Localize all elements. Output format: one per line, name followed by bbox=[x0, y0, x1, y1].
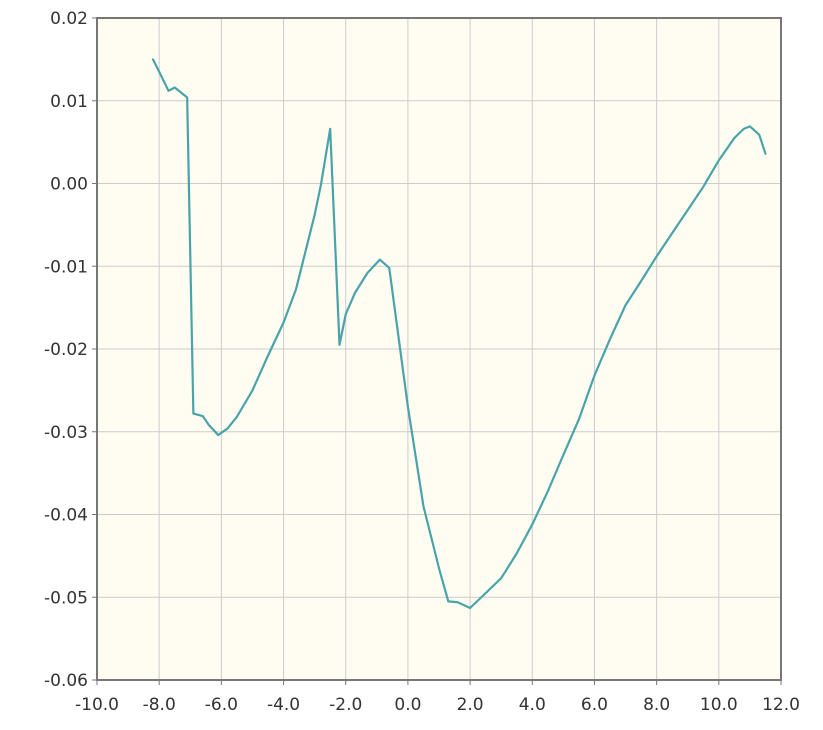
x-tick-label: 2.0 bbox=[457, 695, 484, 715]
x-tick-label: 10.0 bbox=[700, 695, 738, 715]
x-tick-label: 4.0 bbox=[519, 695, 546, 715]
y-tick-label: -0.04 bbox=[44, 506, 88, 526]
x-tick-label: -4.0 bbox=[267, 695, 300, 715]
x-tick-label: 8.0 bbox=[643, 695, 670, 715]
y-axis-ticks: 0.02 0.01 0.00 -0.01 -0.02 -0.03 -0.04 -0.05 -0.… bbox=[44, 9, 97, 691]
y-tick-label: 0.01 bbox=[50, 92, 88, 112]
x-axis-ticks: -10.0 -8.0 -6.0 -4.0 -2.0 0.0 2.0 4.0 6.0 8.0 10.0… bbox=[75, 680, 800, 715]
x-tick-label: 0.0 bbox=[394, 695, 421, 715]
series-layer bbox=[151, 58, 767, 610]
x-tick-label: -8.0 bbox=[143, 695, 176, 715]
y-tick-label: -0.02 bbox=[44, 340, 88, 360]
y-tick-label: 0.02 bbox=[50, 9, 88, 29]
y-tick-label: -0.05 bbox=[44, 588, 88, 608]
x-tick-label: -2.0 bbox=[329, 695, 362, 715]
y-tick-label: 0.00 bbox=[50, 175, 88, 195]
x-tick-label: 6.0 bbox=[581, 695, 608, 715]
y-tick-label: -0.01 bbox=[44, 257, 88, 277]
x-tick-label: -10.0 bbox=[75, 695, 119, 715]
y-tick-label: -0.03 bbox=[44, 423, 88, 443]
x-tick-label: -6.0 bbox=[205, 695, 238, 715]
x-tick-label: 12.0 bbox=[762, 695, 800, 715]
series-line bbox=[151, 58, 767, 610]
y-tick-label: -0.06 bbox=[44, 671, 88, 691]
